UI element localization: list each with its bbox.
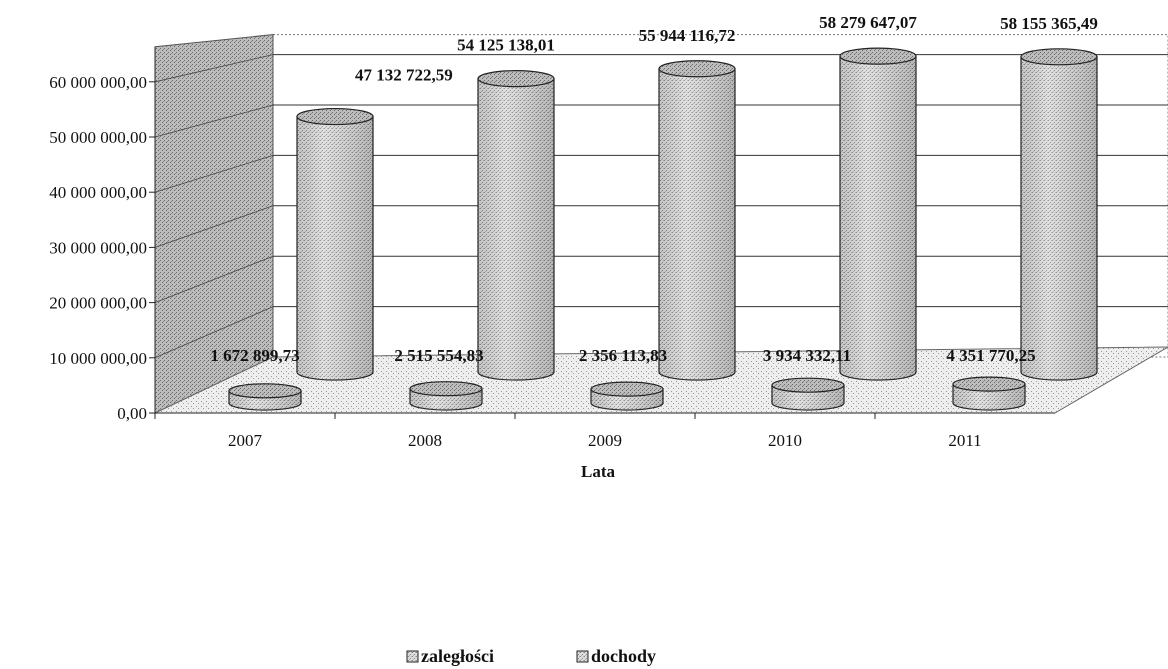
x-tick-label: 2008 xyxy=(408,431,442,450)
data-label-dochody: 55 944 116,72 xyxy=(639,26,736,45)
side-gridline xyxy=(154,306,274,359)
side-gridline xyxy=(154,205,274,248)
data-label-dochody: 58 279 647,07 xyxy=(819,13,917,32)
bar-dochody xyxy=(477,70,555,381)
side-gridline xyxy=(154,155,274,193)
y-tick-label: 30 000 000,00 xyxy=(49,238,147,257)
legend-item: dochody xyxy=(576,646,656,666)
bars xyxy=(228,47,1098,411)
x-axis: 2007 2008 2009 2010 2011 xyxy=(154,412,1055,450)
bar-dochody xyxy=(296,107,374,381)
side-gridline xyxy=(154,54,274,83)
legend-swatch xyxy=(576,650,589,663)
x-tick-label: 2010 xyxy=(768,431,802,450)
x-axis-title: Lata xyxy=(581,462,616,481)
legend: zaległości dochody xyxy=(406,646,656,666)
side-gridline xyxy=(154,104,274,138)
y-tick-label: 20 000 000,00 xyxy=(49,294,147,313)
data-label-dochody: 54 125 138,01 xyxy=(457,36,555,55)
data-label-zaleglosci: 2 356 113,83 xyxy=(579,346,667,365)
bar-zaleglosci xyxy=(409,381,483,411)
data-label-dochody: 58 155 365,49 xyxy=(1000,14,1098,33)
data-label-zaleglosci: 4 351 770,25 xyxy=(946,346,1035,365)
bar-zaleglosci xyxy=(590,381,664,411)
side-gridline xyxy=(154,255,274,303)
data-labels: 47 132 722,59 1 672 899,73 54 125 138,01 2 … xyxy=(210,13,1098,365)
legend-label: dochody xyxy=(591,646,656,666)
y-tick-label: 50 000 000,00 xyxy=(49,128,147,147)
legend-item: zaległości xyxy=(406,646,494,666)
data-label-zaleglosci: 1 672 899,73 xyxy=(210,346,299,365)
bar-dochody xyxy=(839,47,917,381)
bar-zaleglosci xyxy=(952,376,1026,411)
x-tick-label: 2007 xyxy=(228,431,263,450)
y-axis: 0,00 10 000 000,00 20 000 000,00 30 000 000… xyxy=(49,46,156,423)
bar-zaleglosci xyxy=(228,383,302,411)
y-tick-label: 60 000 000,00 xyxy=(49,73,147,92)
data-label-zaleglosci: 2 515 554,83 xyxy=(394,346,483,365)
data-label-zaleglosci: 3 934 332,11 xyxy=(763,346,851,365)
bar-zaleglosci xyxy=(771,377,845,411)
y-tick-label: 40 000 000,00 xyxy=(49,183,147,202)
bar-dochody xyxy=(658,60,736,381)
data-label-dochody: 47 132 722,59 xyxy=(355,66,453,85)
legend-swatch xyxy=(406,650,419,663)
x-tick-label: 2011 xyxy=(948,431,981,450)
y-tick-label: 0,00 xyxy=(117,404,147,423)
bar-dochody xyxy=(1020,48,1098,381)
x-tick-label: 2009 xyxy=(588,431,622,450)
legend-label: zaległości xyxy=(421,646,494,666)
y-tick-label: 10 000 000,00 xyxy=(49,349,147,368)
